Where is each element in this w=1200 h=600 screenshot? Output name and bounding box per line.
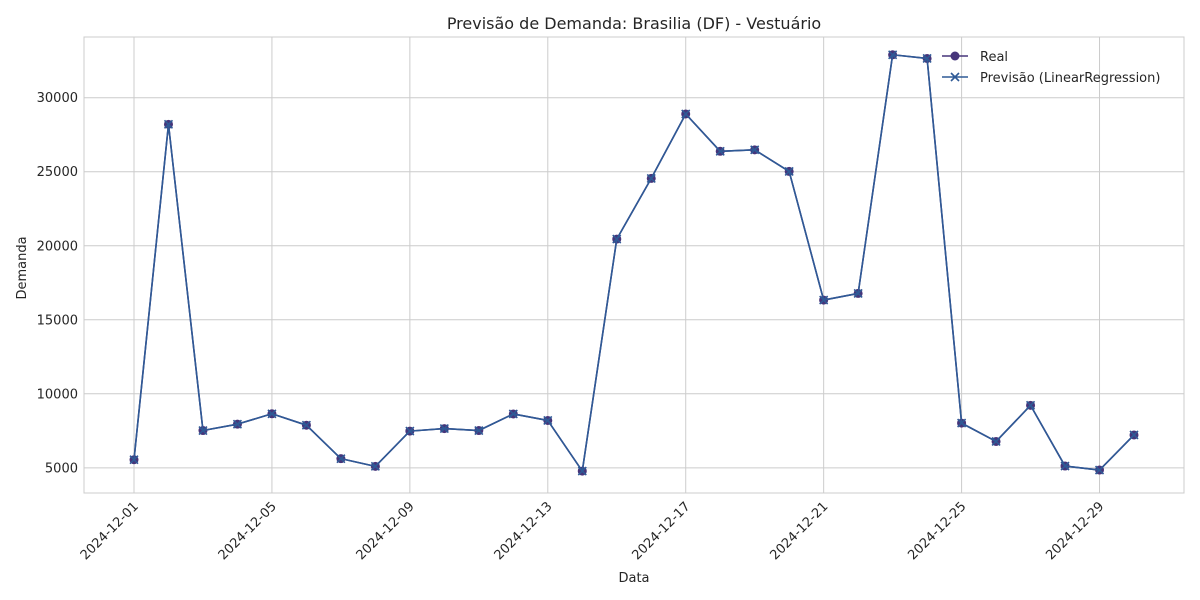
forecast-point bbox=[888, 50, 898, 60]
forecast-point bbox=[267, 409, 277, 419]
forecast-point bbox=[439, 424, 449, 434]
legend-real-marker bbox=[950, 51, 960, 61]
forecast-point bbox=[819, 295, 829, 305]
forecast-point bbox=[853, 288, 863, 298]
y-tick-label: 30000 bbox=[37, 91, 78, 106]
forecast-point bbox=[612, 234, 622, 244]
forecast-point bbox=[750, 145, 760, 155]
y-axis-ticks: 5000 10000 15000 20000 25000 30000 bbox=[37, 91, 78, 476]
y-tick-label: 25000 bbox=[37, 165, 78, 180]
forecast-point bbox=[474, 425, 484, 436]
y-tick-label: 10000 bbox=[37, 387, 78, 402]
forecast-point bbox=[370, 461, 380, 471]
legend-forecast-marker bbox=[950, 72, 960, 82]
forecast-point bbox=[232, 419, 243, 429]
forecast-point bbox=[1025, 400, 1036, 410]
forecast-point bbox=[1094, 465, 1105, 475]
y-tick-label: 15000 bbox=[37, 313, 78, 328]
x-axis-title: Data bbox=[618, 571, 649, 586]
forecast-point bbox=[715, 146, 725, 156]
forecast-point bbox=[198, 425, 208, 436]
x-tick-label: 2024-12-05 bbox=[216, 499, 280, 563]
forecast-point bbox=[957, 418, 967, 428]
legend: Real Previsão (LinearRegression) bbox=[942, 50, 1160, 86]
x-tick-label: 2024-12-29 bbox=[1043, 499, 1107, 563]
y-tick-label: 5000 bbox=[45, 461, 78, 476]
forecast-point bbox=[405, 426, 415, 436]
x-tick-label: 2024-12-09 bbox=[354, 499, 418, 563]
forecast-point bbox=[301, 420, 311, 430]
plot-area bbox=[83, 36, 1185, 494]
forecast-point bbox=[922, 53, 932, 64]
y-axis-title: Demanda bbox=[15, 236, 30, 299]
x-tick-label: 2024-12-25 bbox=[905, 499, 969, 563]
forecast-line bbox=[133, 53, 1135, 472]
forecast-point bbox=[784, 166, 794, 176]
forecast-point bbox=[646, 173, 656, 183]
forecast-point bbox=[991, 436, 1001, 447]
x-tick-label: 2024-12-13 bbox=[492, 499, 556, 563]
legend-forecast-label: Previsão (LinearRegression) bbox=[980, 71, 1160, 86]
x-axis-ticks: 2024-12-01 2024-12-05 2024-12-09 2024-12-13… bbox=[78, 499, 1108, 563]
x-tick-label: 2024-12-17 bbox=[630, 499, 694, 563]
series-forecast bbox=[129, 50, 1139, 476]
forecast-point bbox=[1129, 430, 1139, 440]
legend-real-label: Real bbox=[980, 50, 1008, 65]
chart-title: Previsão de Demanda: Brasilia (DF) - Ves… bbox=[447, 14, 821, 33]
forecast-point bbox=[163, 119, 174, 129]
y-tick-label: 20000 bbox=[37, 239, 78, 254]
forecast-point bbox=[543, 415, 553, 426]
forecast-point bbox=[1060, 461, 1070, 471]
forecast-point bbox=[336, 454, 346, 464]
x-tick-label: 2024-12-01 bbox=[78, 499, 142, 563]
series-layer bbox=[129, 50, 1139, 476]
x-tick-label: 2024-12-21 bbox=[767, 499, 831, 563]
forecast-point bbox=[508, 409, 518, 419]
forecast-point bbox=[681, 109, 691, 119]
forecast-point bbox=[577, 466, 587, 476]
forecast-point bbox=[129, 455, 139, 465]
